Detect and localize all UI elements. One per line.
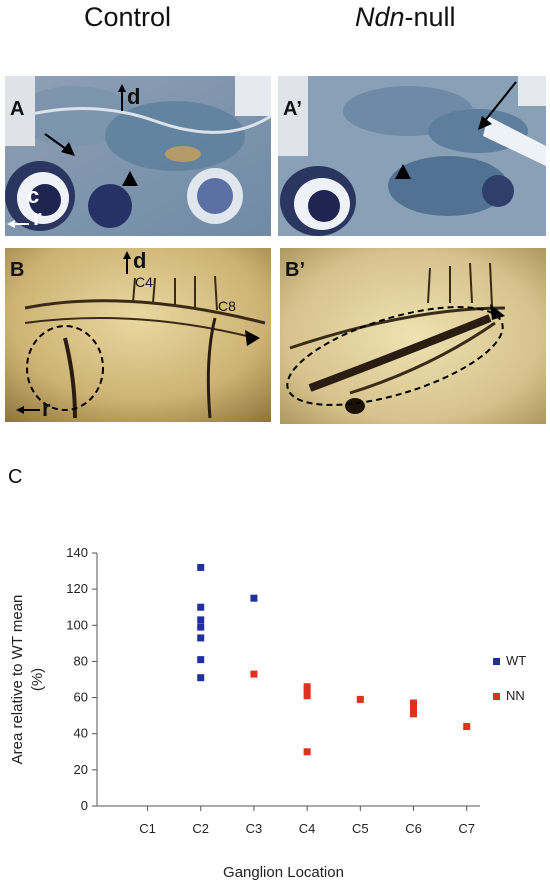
- data-point-nn: [410, 710, 418, 718]
- ganglion-area-scatter-chart: Area relative to WT mean (%) 0 20 40 60 80 100…: [9, 545, 526, 881]
- legend-marker-nn: [493, 693, 500, 700]
- y-axis-title-line: Area relative to WT mean: [9, 595, 26, 765]
- panel-a-prime-illustration: [278, 76, 546, 236]
- panel-c-label: C: [8, 466, 23, 488]
- panel-a-dorsal-label: d: [127, 84, 141, 109]
- c8-label: C8: [218, 298, 236, 314]
- panel-b-prime-whole-mount-image: [280, 248, 546, 424]
- panel-a-arrowhead: [61, 142, 75, 156]
- control-column-title: Control: [84, 2, 171, 33]
- y-tick-label: 80: [74, 653, 88, 668]
- data-point-wt: [197, 674, 205, 682]
- data-point-nn: [303, 686, 311, 694]
- x-tick-label: C2: [192, 821, 209, 836]
- data-point-nn: [463, 722, 471, 730]
- y-axis-title: Area relative to WT mean (%): [9, 595, 46, 765]
- legend-label-nn: NN: [506, 688, 525, 703]
- y-tick-label: 120: [66, 581, 88, 596]
- x-tick-label: C1: [139, 821, 156, 836]
- x-tick-label: C4: [299, 821, 316, 836]
- panel-b-prime-illustration: [280, 248, 546, 424]
- legend-label-wt: WT: [506, 653, 526, 668]
- y-tick-label: 40: [74, 726, 88, 741]
- data-point-nn: [250, 670, 258, 678]
- x-tick-label: C5: [352, 821, 369, 836]
- data-point-wt: [250, 594, 258, 602]
- panel-a-illustration: [5, 76, 271, 236]
- panel-b-rostral-label: r: [42, 396, 51, 421]
- y-axis-title-line: (%): [29, 668, 46, 691]
- panel-a-caudal-label: c: [27, 183, 40, 208]
- panel-a-prime-histology-image: [278, 76, 546, 236]
- panel-a-arrowhead-triangle: [122, 171, 138, 186]
- control-title-text: Control: [84, 2, 172, 32]
- x-tick-label: C6: [405, 821, 422, 836]
- chart-axes: [92, 552, 480, 811]
- data-points: [197, 563, 471, 756]
- y-tick-label: 60: [74, 690, 88, 705]
- panel-a-label: A: [10, 98, 25, 120]
- chart-legend: WT NN: [493, 653, 526, 703]
- x-tick-label: C7: [458, 821, 475, 836]
- legend-marker-wt: [493, 658, 500, 665]
- y-tick-label: 140: [66, 545, 88, 560]
- data-point-wt: [197, 623, 205, 631]
- panel-b-prime-label: B’: [285, 259, 305, 281]
- data-point-wt: [197, 603, 205, 611]
- data-point-nn: [303, 748, 311, 756]
- panel-b-dorsal-label: d: [133, 248, 147, 273]
- data-point-nn: [356, 695, 364, 703]
- data-point-nn: [410, 704, 418, 712]
- data-point-wt: [197, 656, 205, 664]
- y-tick-label: 100: [66, 617, 88, 632]
- panel-a-histology-image: [5, 76, 271, 236]
- panel-b-label: B: [10, 259, 25, 281]
- data-point-wt: [197, 563, 205, 571]
- panel-a-rostral-label: r: [33, 205, 42, 230]
- data-point-wt: [197, 616, 205, 624]
- c4-label: C4: [135, 274, 153, 290]
- x-tick-labels: C1 C2 C3 C4 C5 C6 C7: [139, 821, 475, 836]
- data-point-nn: [410, 699, 418, 707]
- ndn-null-column-title: Ndn-null: [355, 2, 456, 33]
- data-point-nn: [303, 683, 311, 691]
- ndn-null-suffix: -null: [404, 2, 456, 32]
- y-tick-label: 0: [81, 798, 88, 813]
- ndn-gene-name: Ndn: [355, 2, 405, 32]
- y-tick-label: 20: [74, 762, 88, 777]
- y-tick-labels: 0 20 40 60 80 100 120 140: [66, 545, 88, 813]
- panel-b-whole-mount-image: [5, 248, 271, 422]
- x-axis-title: Ganglion Location: [223, 864, 344, 881]
- panel-b-illustration: [5, 248, 271, 422]
- panel-a-prime-label: A’: [283, 98, 302, 120]
- x-tick-label: C3: [246, 821, 263, 836]
- data-point-nn: [303, 692, 311, 700]
- data-point-wt: [197, 634, 205, 642]
